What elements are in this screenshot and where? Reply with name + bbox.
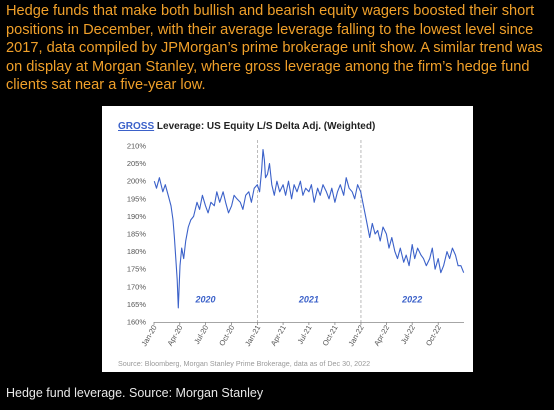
chart-source: Source: Bloomberg, Morgan Stanley Prime … bbox=[118, 359, 370, 368]
x-tick-label: Jul-21 bbox=[296, 324, 314, 346]
y-tick-label: 170% bbox=[127, 282, 147, 291]
x-tick-label: Oct-20 bbox=[217, 324, 236, 348]
y-tick-label: 175% bbox=[127, 265, 147, 274]
x-tick-label: Jul-20 bbox=[192, 324, 210, 346]
leverage-line-chart: GROSS Leverage: US Equity L/S Delta Adj.… bbox=[118, 121, 465, 368]
x-tick-label: Oct-22 bbox=[424, 324, 443, 348]
x-tick-label: Jan-21 bbox=[243, 324, 262, 348]
figure-caption: Hedge fund leverage. Source: Morgan Stan… bbox=[6, 386, 264, 400]
y-tick-label: 210% bbox=[127, 142, 147, 151]
y-tick-label: 185% bbox=[127, 230, 147, 239]
y-tick-label: 165% bbox=[127, 300, 147, 309]
year-dividers bbox=[257, 140, 362, 322]
y-tick-label: 180% bbox=[127, 247, 147, 256]
x-tick-label: Jan-20 bbox=[139, 324, 158, 348]
chart-series bbox=[153, 148, 465, 309]
chart-title: GROSS Leverage: US Equity L/S Delta Adj.… bbox=[118, 121, 375, 132]
x-tick-label: Oct-21 bbox=[321, 324, 340, 348]
y-tick-label: 205% bbox=[127, 159, 147, 168]
series-line-gross-leverage bbox=[153, 148, 465, 309]
y-tick-label: 200% bbox=[127, 177, 147, 186]
year-label: 2020 bbox=[195, 295, 216, 305]
x-tick-label: Jul-22 bbox=[399, 324, 417, 346]
x-tick-label: Apr-21 bbox=[269, 324, 288, 348]
article-paragraph: Hedge funds that make both bullish and b… bbox=[6, 3, 543, 93]
x-tick-label: Apr-20 bbox=[165, 324, 184, 348]
y-tick-label: 190% bbox=[127, 212, 147, 221]
chart-axes: 160% 165% 170% 175% 180% 185% 190% 195% 200% 205%… bbox=[127, 142, 464, 348]
year-labels: 2020 2021 2022 bbox=[195, 295, 423, 305]
year-label: 2021 bbox=[298, 295, 319, 305]
x-tick-label: Jan-22 bbox=[346, 324, 365, 348]
y-tick-label: 195% bbox=[127, 194, 147, 203]
y-tick-label: 160% bbox=[127, 318, 147, 327]
x-tick-label: Apr-22 bbox=[372, 324, 391, 348]
chart-card: GROSS Leverage: US Equity L/S Delta Adj.… bbox=[102, 106, 473, 372]
chart-title-text: Leverage: US Equity L/S Delta Adj. (Weig… bbox=[154, 121, 375, 132]
year-label: 2022 bbox=[401, 295, 422, 305]
chart-title-prefix: GROSS bbox=[118, 121, 154, 132]
